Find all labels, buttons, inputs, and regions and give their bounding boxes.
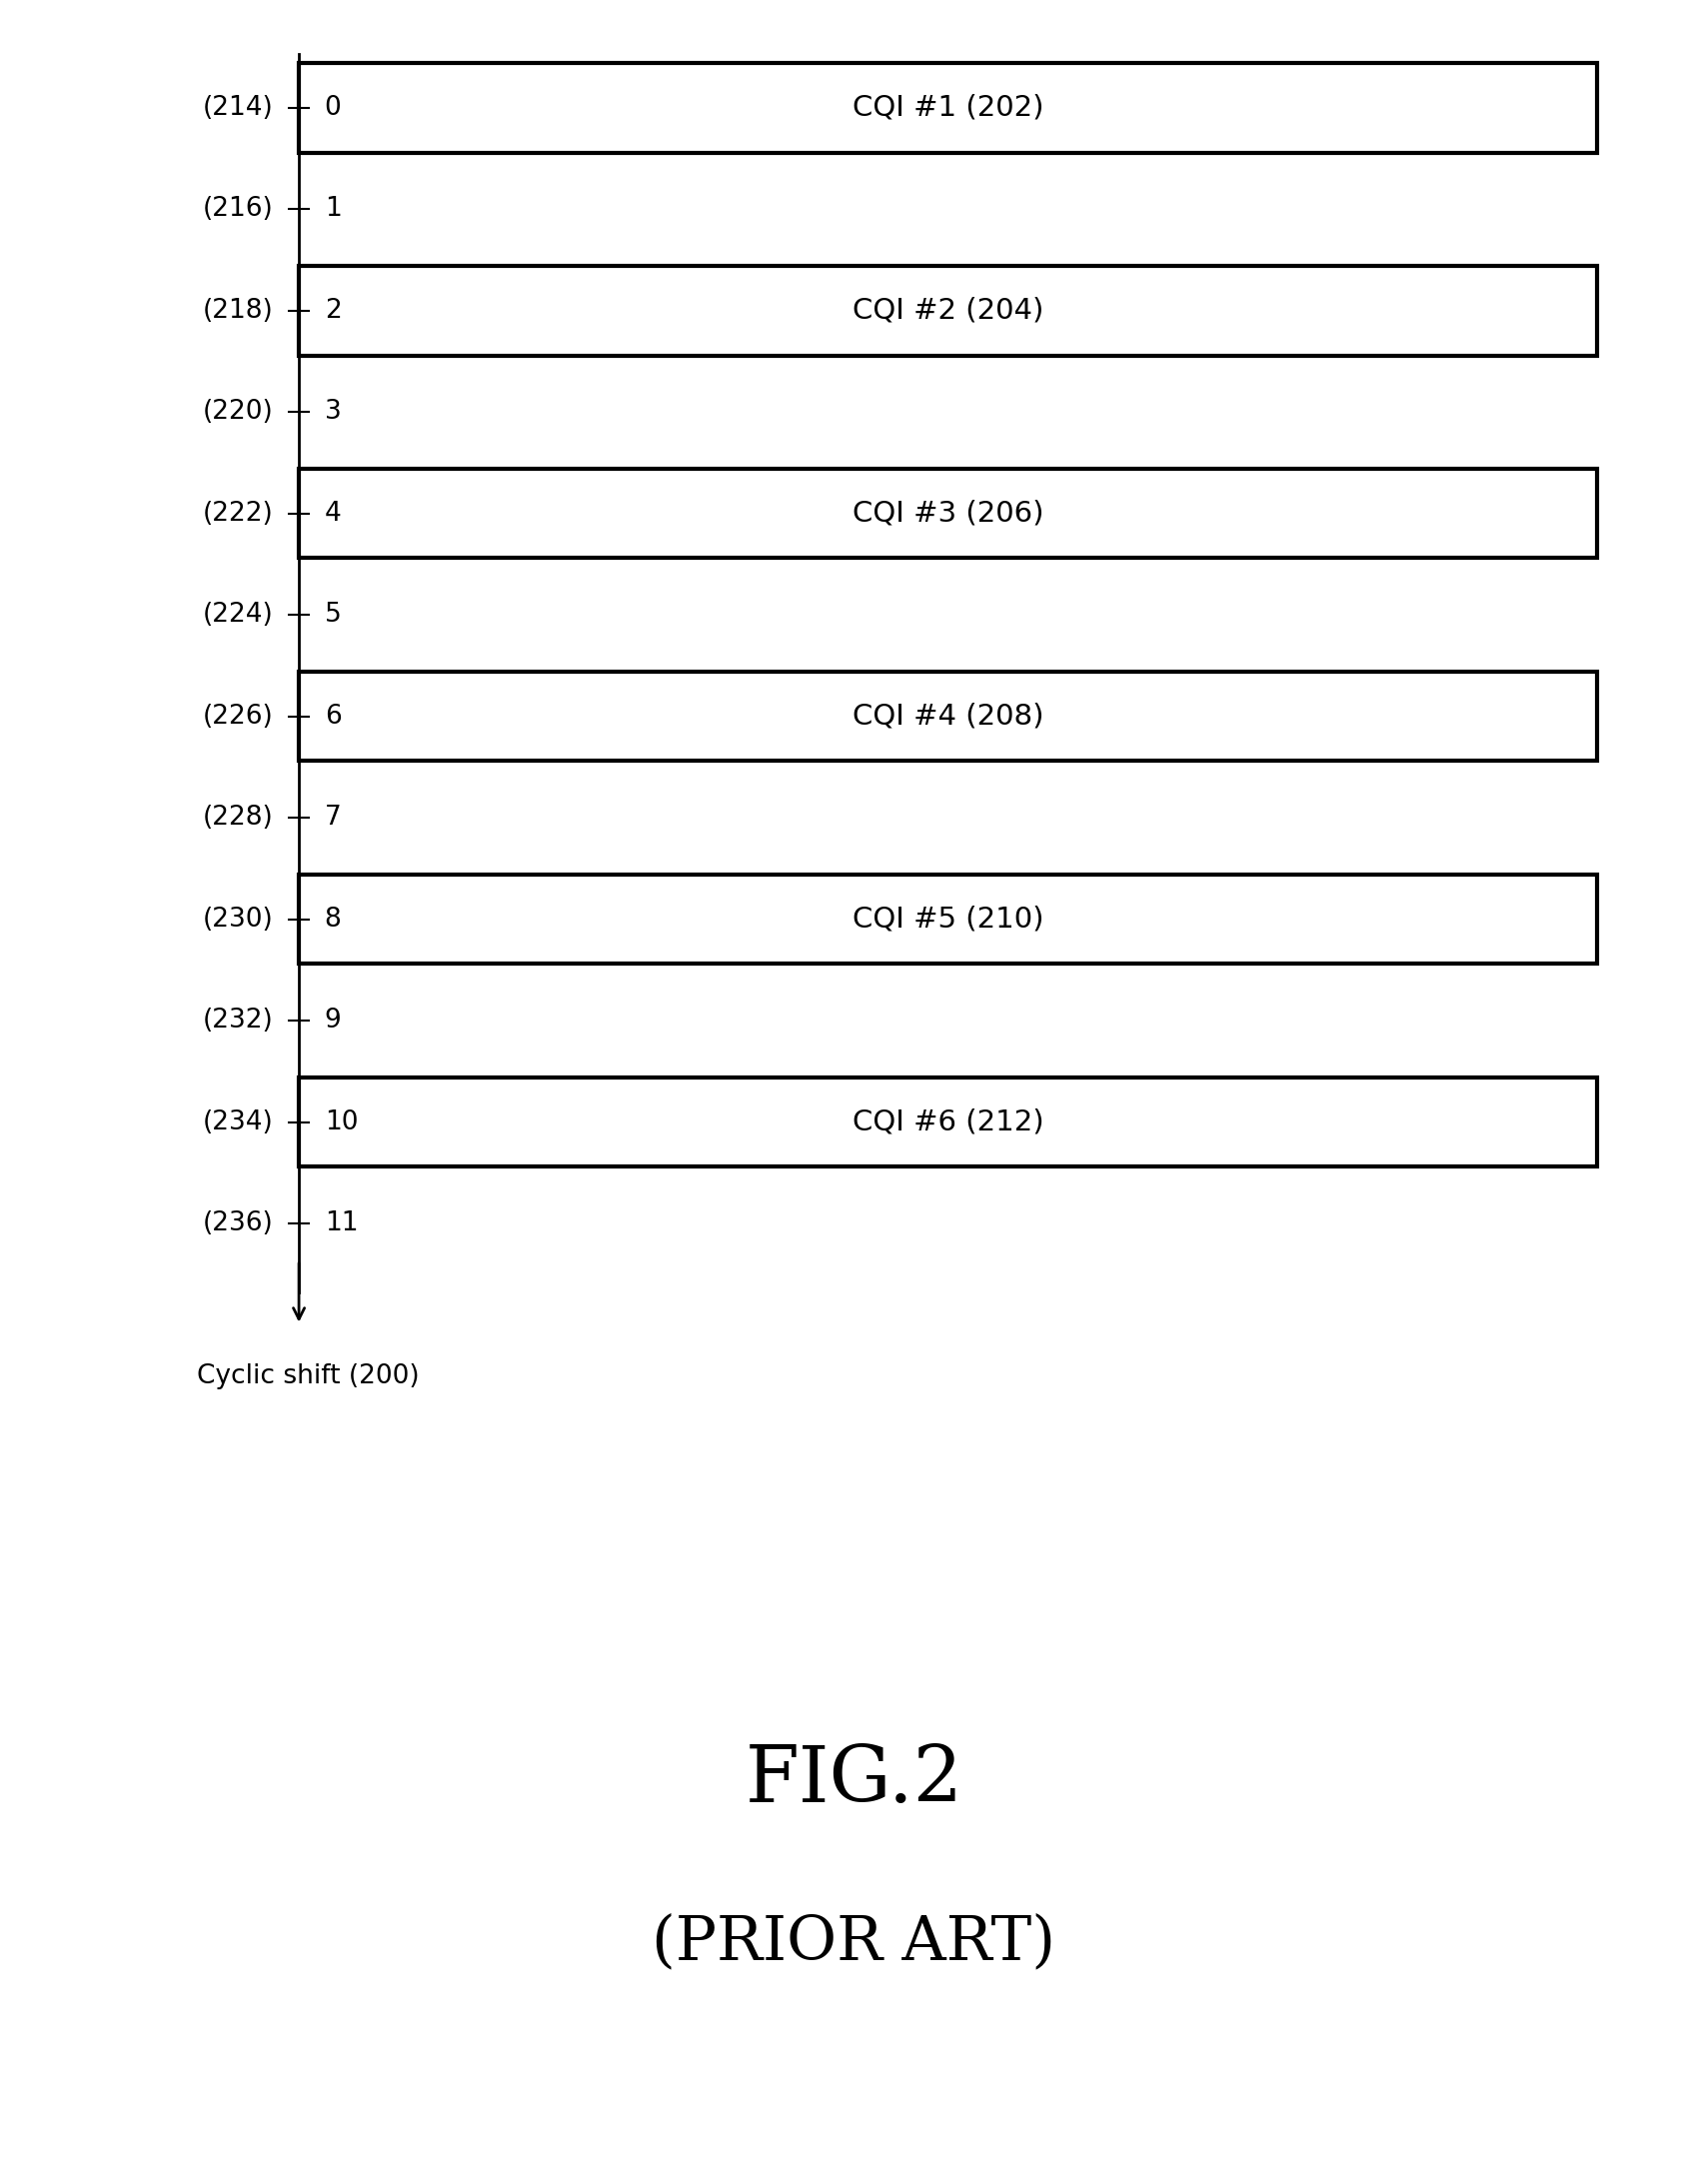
Text: 2: 2	[325, 298, 342, 324]
Text: (234): (234)	[203, 1109, 273, 1135]
Text: 5: 5	[325, 602, 342, 628]
Text: (222): (222)	[203, 501, 273, 527]
Bar	[299, 874, 1597, 965]
Text: FIG.2: FIG.2	[745, 1742, 963, 1819]
Text: 7: 7	[325, 805, 342, 831]
Text: CQI #3 (206): CQI #3 (206)	[852, 501, 1044, 527]
Text: (236): (236)	[203, 1211, 273, 1237]
Text: 10: 10	[325, 1109, 359, 1135]
Text: CQI #5 (210): CQI #5 (210)	[852, 906, 1044, 932]
Bar	[299, 468, 1597, 559]
Text: 11: 11	[325, 1211, 359, 1237]
Bar	[299, 671, 1597, 762]
Text: (224): (224)	[203, 602, 273, 628]
Text: 1: 1	[325, 196, 342, 222]
Text: CQI #2 (204): CQI #2 (204)	[852, 298, 1044, 324]
Text: 3: 3	[325, 399, 342, 425]
Text: 4: 4	[325, 501, 342, 527]
Bar	[299, 265, 1597, 356]
Bar	[299, 1077, 1597, 1167]
Text: CQI #1 (202): CQI #1 (202)	[852, 95, 1044, 121]
Text: (220): (220)	[203, 399, 273, 425]
Text: (226): (226)	[203, 704, 273, 729]
Text: 0: 0	[325, 95, 342, 121]
Text: 8: 8	[325, 906, 342, 932]
Text: 6: 6	[325, 704, 342, 729]
Text: (218): (218)	[203, 298, 273, 324]
Text: (230): (230)	[203, 906, 273, 932]
Text: (228): (228)	[203, 805, 273, 831]
Text: (PRIOR ART): (PRIOR ART)	[652, 1912, 1056, 1972]
Bar	[299, 63, 1597, 153]
Text: (216): (216)	[203, 196, 273, 222]
Text: CQI #6 (212): CQI #6 (212)	[852, 1109, 1044, 1135]
Text: Cyclic shift (200): Cyclic shift (200)	[196, 1364, 418, 1390]
Text: (214): (214)	[203, 95, 273, 121]
Text: (232): (232)	[203, 1008, 273, 1034]
Text: 9: 9	[325, 1008, 342, 1034]
Text: CQI #4 (208): CQI #4 (208)	[852, 704, 1044, 729]
